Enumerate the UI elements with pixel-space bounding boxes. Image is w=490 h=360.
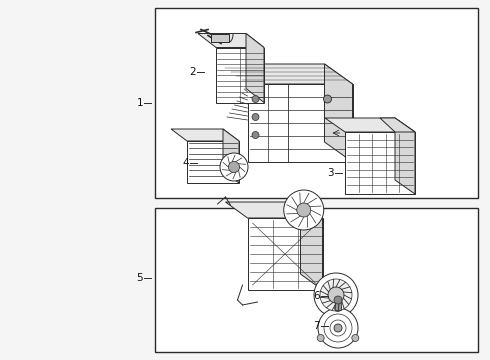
Circle shape: [330, 320, 346, 336]
Circle shape: [320, 279, 352, 311]
Circle shape: [220, 153, 248, 181]
Polygon shape: [223, 129, 239, 183]
Bar: [335, 300, 341, 310]
Text: 1: 1: [136, 98, 143, 108]
Circle shape: [297, 203, 311, 217]
Circle shape: [335, 305, 342, 311]
Polygon shape: [198, 33, 264, 48]
Circle shape: [323, 95, 332, 103]
Polygon shape: [395, 118, 415, 194]
Text: 5: 5: [136, 273, 143, 283]
Circle shape: [334, 296, 342, 304]
Text: 4: 4: [182, 158, 189, 168]
Circle shape: [228, 161, 240, 172]
Polygon shape: [246, 33, 264, 103]
Polygon shape: [187, 141, 239, 183]
Text: 2: 2: [189, 67, 196, 77]
Circle shape: [352, 334, 359, 342]
Polygon shape: [300, 202, 322, 290]
Circle shape: [284, 190, 324, 230]
Circle shape: [317, 334, 324, 342]
Bar: [155, 208, 478, 352]
Circle shape: [252, 113, 259, 121]
Circle shape: [318, 308, 358, 348]
Text: 3: 3: [327, 168, 334, 178]
Circle shape: [314, 273, 358, 317]
Polygon shape: [220, 64, 352, 84]
Polygon shape: [225, 202, 322, 218]
Polygon shape: [216, 48, 264, 103]
Polygon shape: [345, 132, 415, 194]
Polygon shape: [247, 84, 352, 162]
Polygon shape: [325, 118, 415, 132]
Circle shape: [252, 131, 259, 139]
Polygon shape: [380, 118, 415, 132]
Circle shape: [324, 314, 352, 342]
Bar: [211, 33, 229, 41]
Text: 6: 6: [314, 291, 320, 301]
Polygon shape: [171, 129, 239, 141]
Polygon shape: [324, 64, 352, 162]
Circle shape: [334, 324, 342, 332]
Circle shape: [252, 95, 259, 103]
Bar: [155, 8, 478, 198]
Circle shape: [328, 287, 344, 303]
Polygon shape: [247, 218, 322, 290]
Text: 7: 7: [314, 321, 320, 331]
